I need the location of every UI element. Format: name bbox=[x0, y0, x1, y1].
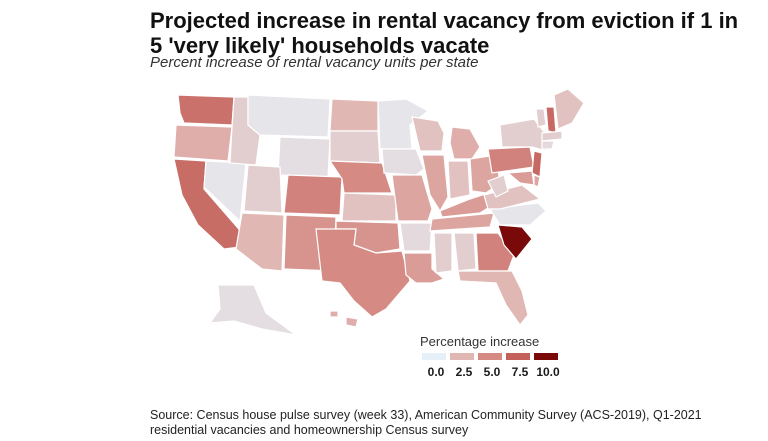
legend: Percentage increase 0.0 2.5 5.0 7.5 10.0 bbox=[420, 334, 562, 379]
state-ks bbox=[341, 192, 397, 222]
state-de bbox=[533, 174, 541, 188]
state-ny bbox=[499, 118, 549, 152]
state-pa bbox=[487, 146, 535, 174]
state-wy bbox=[277, 136, 331, 178]
state-il bbox=[421, 154, 449, 213]
state-al bbox=[453, 232, 477, 272]
legend-swatch-1 bbox=[450, 353, 474, 360]
legend-swatches bbox=[422, 353, 562, 360]
state-vt bbox=[535, 108, 547, 128]
state-fl bbox=[457, 270, 529, 327]
state-va bbox=[483, 184, 542, 210]
state-mo bbox=[391, 174, 433, 222]
legend-tick-0: 0.0 bbox=[427, 365, 445, 379]
state-ms bbox=[433, 232, 453, 274]
state-md bbox=[506, 170, 535, 186]
state-mi bbox=[449, 126, 481, 160]
legend-tick-1: 2.5 bbox=[455, 365, 473, 379]
state-ma bbox=[541, 130, 563, 142]
state-ia bbox=[381, 148, 425, 176]
legend-swatch-3 bbox=[506, 353, 530, 360]
chart-subtitle: Percent increase of rental vacancy units… bbox=[150, 54, 479, 71]
state-wv bbox=[487, 174, 509, 198]
state-sc bbox=[497, 224, 533, 260]
state-hi bbox=[329, 310, 359, 328]
us-state-map bbox=[173, 88, 585, 336]
state-nh bbox=[545, 106, 557, 134]
state-nd bbox=[329, 98, 379, 132]
legend-tick-2: 5.0 bbox=[483, 365, 501, 379]
legend-swatch-0 bbox=[422, 353, 446, 360]
legend-ticks: 0.0 2.5 5.0 7.5 10.0 bbox=[422, 365, 562, 379]
state-wi bbox=[411, 116, 445, 152]
state-ar bbox=[399, 222, 433, 252]
state-or bbox=[173, 124, 233, 162]
state-wa bbox=[177, 94, 235, 126]
state-co bbox=[283, 174, 343, 216]
state-ak bbox=[208, 284, 297, 336]
state-la bbox=[403, 252, 446, 284]
state-sd bbox=[329, 130, 381, 164]
state-az bbox=[235, 212, 285, 272]
legend-swatch-2 bbox=[478, 353, 502, 360]
chart-title: Projected increase in rental vacancy fro… bbox=[150, 8, 739, 58]
state-mn bbox=[377, 98, 430, 150]
legend-tick-4: 10.0 bbox=[536, 365, 560, 379]
state-tx bbox=[315, 228, 411, 318]
state-ct bbox=[541, 140, 555, 150]
legend-tick-3: 7.5 bbox=[511, 365, 529, 379]
state-nj bbox=[531, 150, 543, 178]
state-mt bbox=[247, 94, 331, 138]
legend-title: Percentage increase bbox=[420, 334, 540, 349]
state-ne bbox=[328, 160, 393, 194]
state-me bbox=[553, 88, 585, 130]
source-note: Source: Census house pulse survey (week … bbox=[150, 408, 702, 437]
legend-swatch-4 bbox=[534, 353, 558, 360]
state-in bbox=[447, 160, 471, 200]
state-tn bbox=[429, 212, 495, 232]
state-ut bbox=[243, 164, 283, 214]
